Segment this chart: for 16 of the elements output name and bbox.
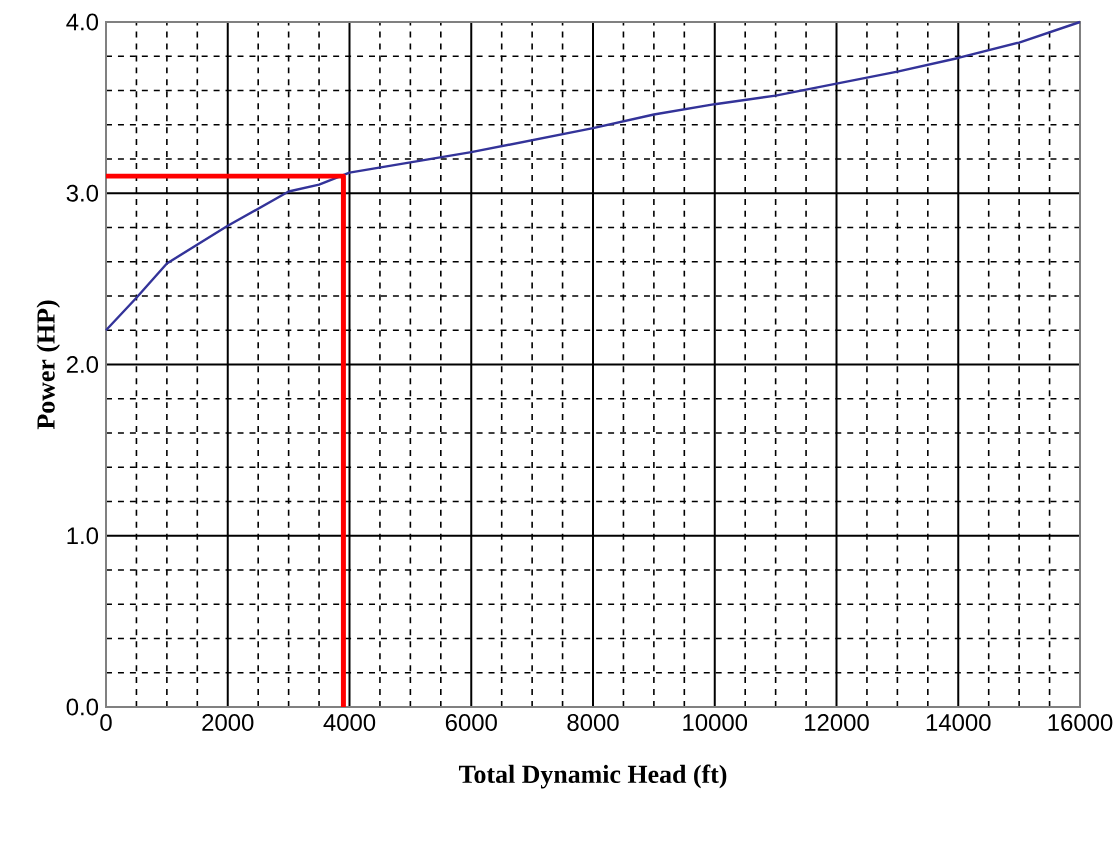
x-tick-label: 12000 — [805, 714, 869, 731]
x-tick-label: 16000 — [1048, 714, 1113, 731]
y-tick-label: 1.0 — [67, 527, 99, 545]
x-tick-label: 4000 — [323, 714, 376, 731]
y-tick-label: 3.0 — [66, 184, 99, 202]
y-tick-label: 2.0 — [66, 356, 99, 373]
x-tick-label: 10000 — [683, 714, 748, 731]
x-tick-label: 2000 — [202, 714, 254, 731]
x-axis-title: Total Dynamic Head (ft) — [458, 764, 727, 789]
x-tick-label: 0 — [100, 714, 112, 731]
x-tick-label: 8000 — [567, 714, 619, 731]
y-tick-label: 0.0 — [66, 698, 99, 716]
x-tick-label: 6000 — [445, 714, 497, 731]
x-tick-label: 14000 — [926, 714, 991, 731]
y-axis-title: Power (HP) — [36, 300, 60, 430]
y-tick-label: 4.0 — [66, 13, 99, 31]
